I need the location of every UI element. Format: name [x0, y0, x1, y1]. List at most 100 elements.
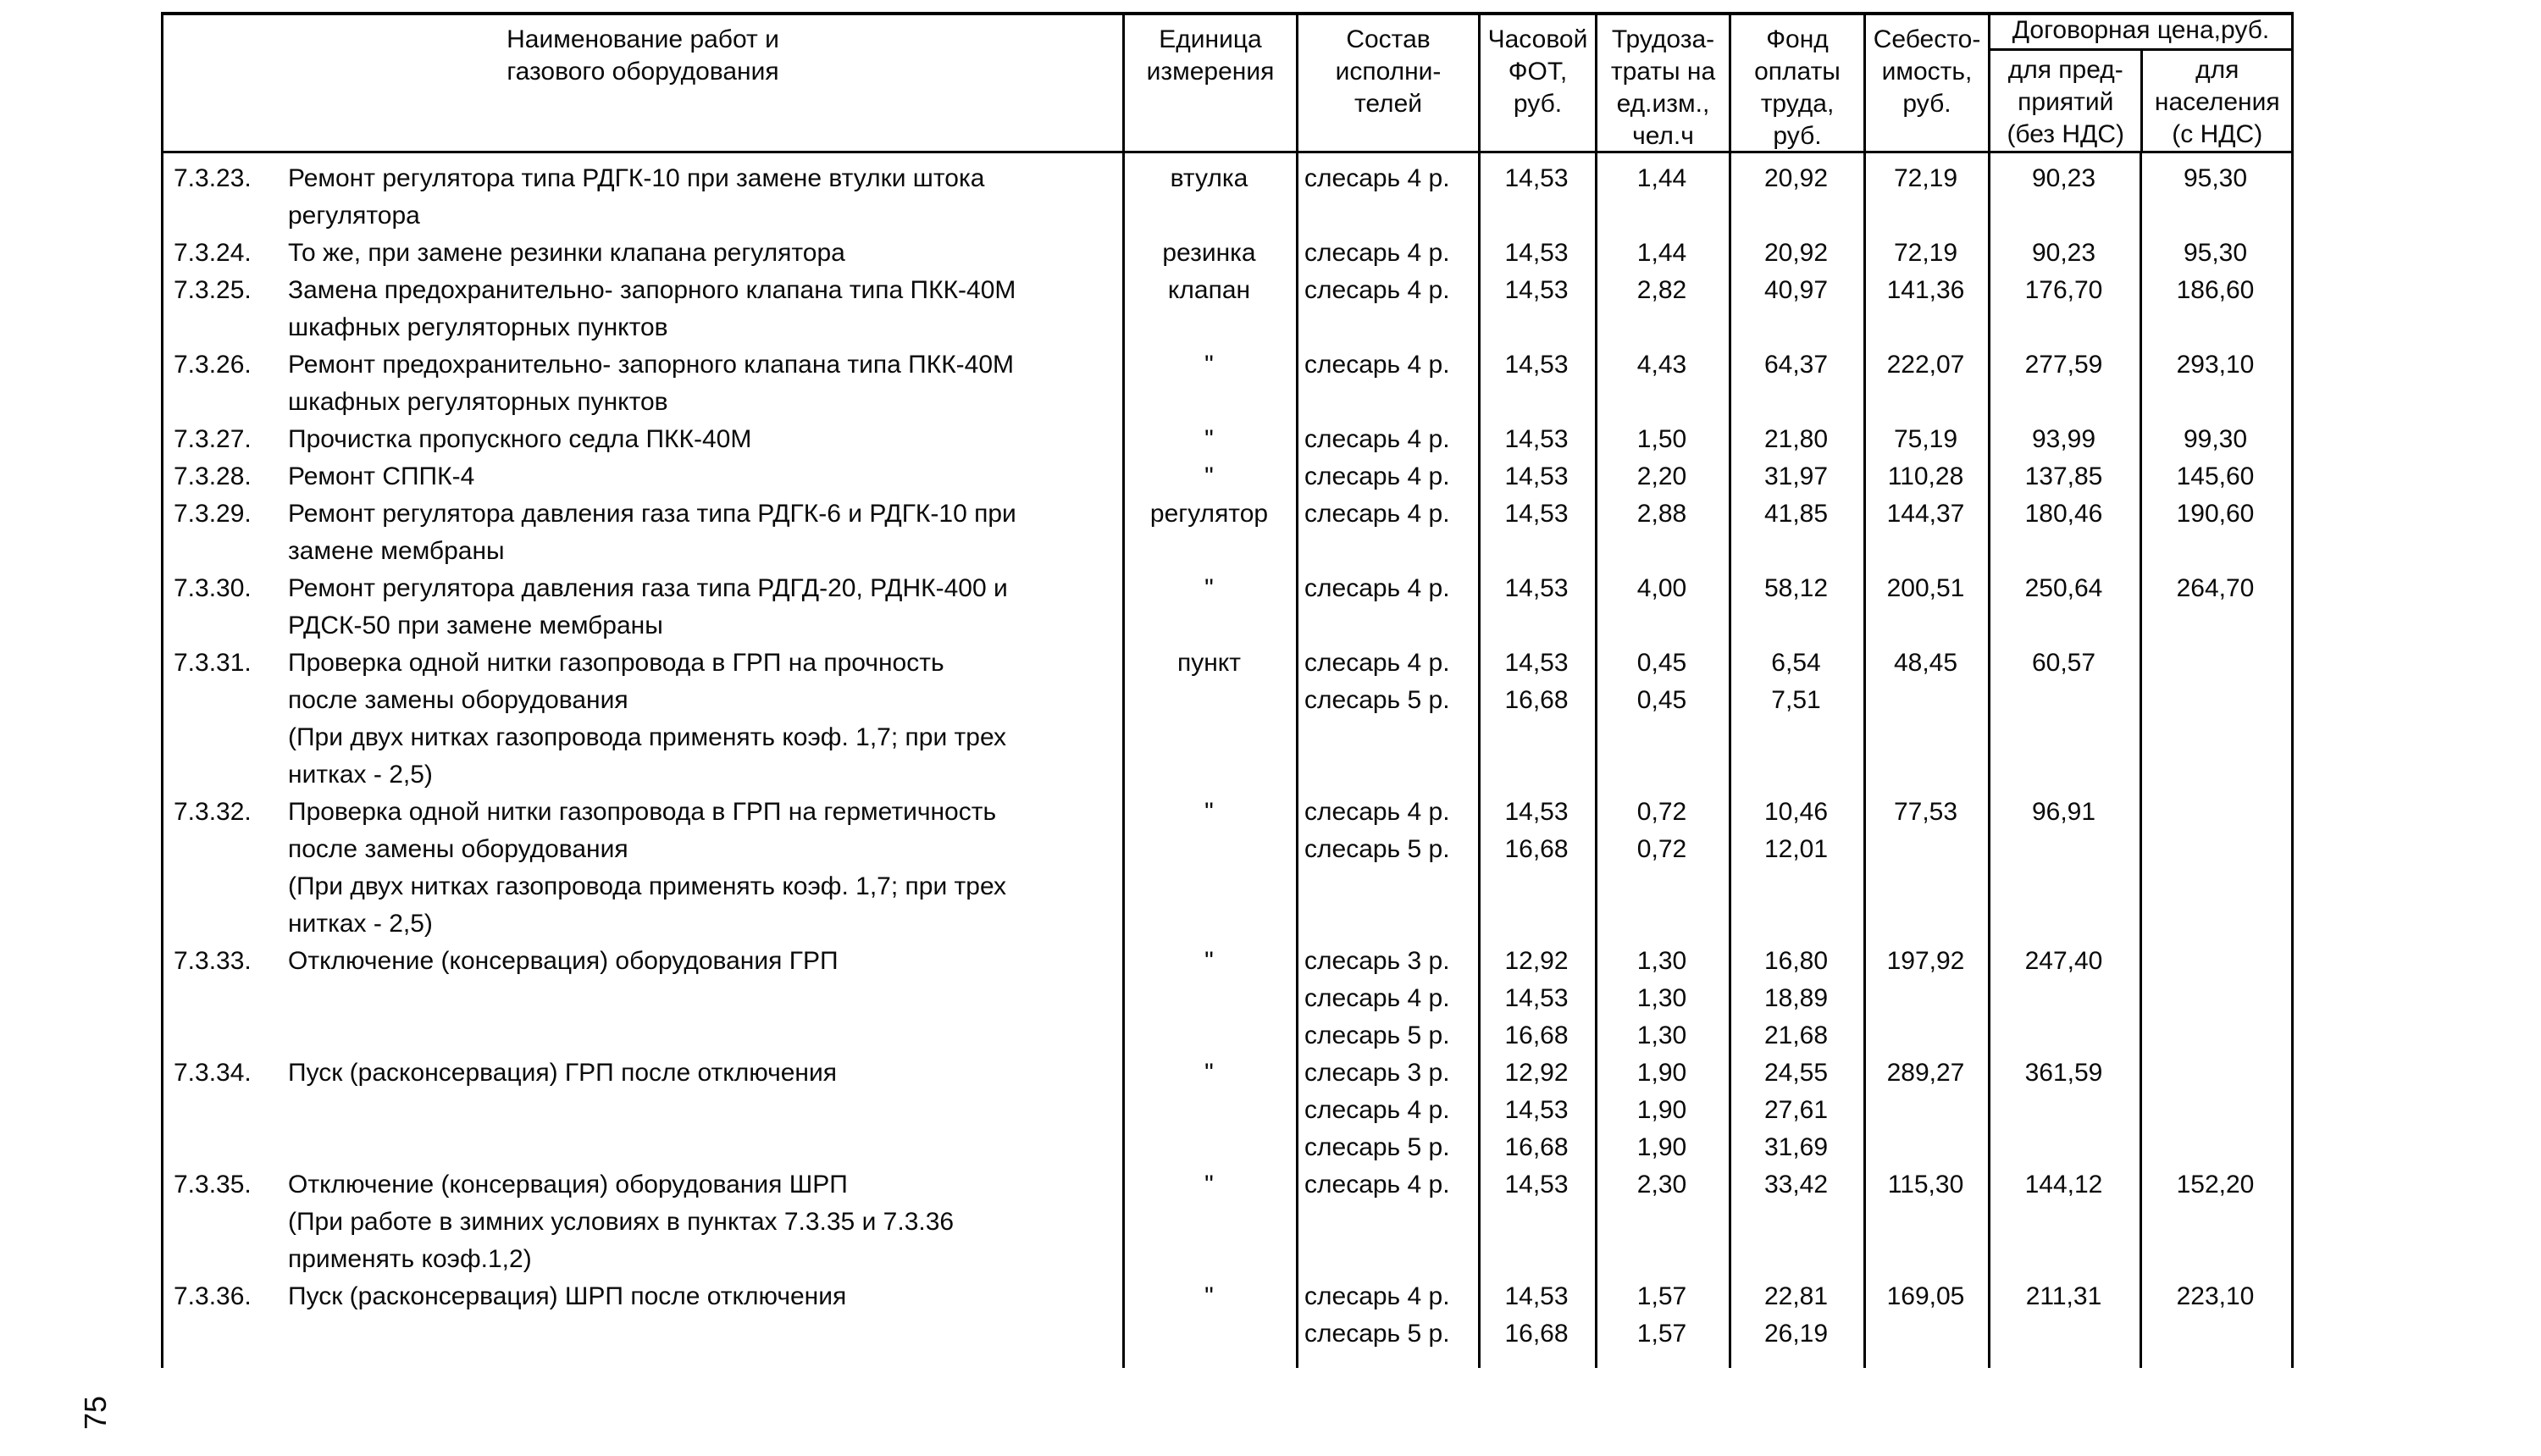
- table-row: 7.3.32. Проверка одной нитки газопровода …: [163, 794, 2291, 943]
- price-public-value: 264,70: [2176, 574, 2255, 602]
- price-public-value: 223,10: [2176, 1282, 2255, 1310]
- price-public-value: 95,30: [2183, 164, 2248, 192]
- work-name-cell: 7.3.26. Ремонт предохранительно- запорног…: [163, 346, 1122, 421]
- labor-cost-value: 1,90 1,90 1,90: [1636, 1059, 1687, 1161]
- crew-list: слесарь 4 р.: [1304, 351, 1450, 379]
- work-id: 7.3.36.: [174, 1282, 252, 1310]
- unit-value: ": [1204, 798, 1214, 826]
- header-work-name: Наименование работ и газового оборудован…: [507, 25, 779, 86]
- wage-fund-value: 64,37: [1763, 351, 1829, 379]
- table-row: 7.3.27. Прочистка пропускного седла ПКК-4…: [163, 421, 2291, 458]
- unit-value: ": [1204, 462, 1214, 490]
- labor-cost-value: 2,20: [1636, 462, 1687, 490]
- column-divider: [1863, 153, 1866, 1368]
- price-public-value: 190,60: [2176, 500, 2255, 528]
- work-id: 7.3.35.: [174, 1171, 252, 1199]
- cost-price-value: 115,30: [1887, 1171, 1964, 1199]
- unit-value: ": [1204, 574, 1214, 602]
- work-name-cell: 7.3.34. Пуск (расконсервация) ГРП после о…: [163, 1055, 1122, 1166]
- unit-value: ": [1204, 1282, 1214, 1310]
- header-hourly-wage: Часовой ФОТ, руб.: [1478, 15, 1595, 152]
- price-public-value: [2140, 943, 2291, 1055]
- price-enterprise-value: 90,23: [2031, 239, 2096, 267]
- crew-list: слесарь 4 р. слесарь 5 р.: [1304, 1282, 1450, 1348]
- unit-value: ": [1204, 947, 1214, 975]
- hourly-wage-value: 14,53: [1504, 574, 1569, 602]
- table-row: 7.3.24. То же, при замене резинки клапана…: [163, 235, 2291, 272]
- unit-value: пункт: [1176, 649, 1241, 677]
- table-row: 7.3.26. Ремонт предохранительно- запорног…: [163, 346, 2291, 421]
- work-title: Отключение (консервация) оборудования ГР…: [288, 947, 839, 975]
- wage-fund-value: 10,46 12,01: [1763, 798, 1829, 863]
- crew-list: слесарь 4 р.: [1304, 500, 1450, 528]
- work-id: 7.3.28.: [174, 462, 252, 490]
- price-enterprise-value: 211,31: [2025, 1282, 2102, 1310]
- cost-price-value: 72,19: [1893, 239, 1958, 267]
- cost-price-value: 48,45: [1893, 649, 1958, 677]
- hourly-wage-value: 14,53: [1504, 1171, 1569, 1199]
- work-title: Проверка одной нитки газопровода в ГРП н…: [288, 649, 1006, 789]
- hourly-wage-value: 14,53 16,68: [1504, 1282, 1569, 1348]
- price-public-value: 99,30: [2183, 425, 2248, 453]
- column-divider: [1595, 153, 1597, 1368]
- work-name-cell: 7.3.36. Пуск (расконсервация) ШРП после о…: [163, 1278, 1122, 1353]
- labor-cost-value: 2,88: [1636, 500, 1687, 528]
- cost-price-value: 110,28: [1887, 462, 1964, 490]
- header-contract-price-group: Договорная цена,руб. для пред- приятий (…: [1988, 15, 2291, 152]
- unit-value: втулка: [1170, 164, 1248, 192]
- price-public-value: 186,60: [2176, 276, 2255, 304]
- work-name-cell: 7.3.35. Отключение (консервация) оборудов…: [163, 1166, 1122, 1278]
- price-public-value: 293,10: [2176, 351, 2255, 379]
- work-title: Пуск (расконсервация) ГРП после отключен…: [288, 1059, 837, 1087]
- work-title: Отключение (консервация) оборудования ШР…: [288, 1171, 955, 1273]
- cost-price-value: 75,19: [1893, 425, 1958, 453]
- hourly-wage-value: 14,53: [1504, 351, 1569, 379]
- work-id: 7.3.33.: [174, 947, 252, 975]
- header-crew: Состав исполни- телей: [1296, 15, 1478, 152]
- unit-value: регулятор: [1149, 500, 1269, 528]
- price-enterprise-value: 96,91: [2031, 798, 2096, 826]
- labor-cost-value: 0,72 0,72: [1636, 798, 1687, 863]
- work-id: 7.3.29.: [174, 500, 252, 528]
- table-row: 7.3.33. Отключение (консервация) оборудов…: [163, 943, 2291, 1055]
- hourly-wage-value: 14,53 16,68: [1504, 798, 1569, 863]
- unit-value: ": [1204, 1171, 1214, 1199]
- header-contract-price: Договорная цена,руб.: [1990, 15, 2291, 51]
- crew-list: слесарь 4 р. слесарь 5 р.: [1304, 798, 1450, 863]
- work-name-cell: 7.3.29. Ремонт регулятора давления газа т…: [163, 495, 1122, 570]
- labor-cost-value: 4,00: [1636, 574, 1687, 602]
- hourly-wage-value: 14,53: [1504, 164, 1569, 192]
- column-divider: [1122, 153, 1125, 1368]
- wage-fund-value: 41,85: [1763, 500, 1829, 528]
- unit-value: клапан: [1167, 276, 1251, 304]
- price-enterprise-value: 277,59: [2024, 351, 2103, 379]
- labor-cost-value: 0,45 0,45: [1636, 649, 1687, 714]
- work-title: Ремонт предохранительно- запорного клапа…: [288, 351, 1015, 416]
- wage-fund-value: 22,81 26,19: [1763, 1282, 1829, 1348]
- labor-cost-value: 1,57 1,57: [1636, 1282, 1687, 1348]
- column-divider: [1296, 153, 1298, 1368]
- table-row: 7.3.23. Ремонт регулятора типа РДГК-10 пр…: [163, 160, 2291, 235]
- column-divider: [1988, 153, 1990, 1368]
- labor-cost-value: 1,44: [1636, 239, 1687, 267]
- work-id: 7.3.31.: [174, 649, 252, 677]
- work-title: Пуск (расконсервация) ШРП после отключен…: [288, 1282, 847, 1310]
- price-public-value: 145,60: [2176, 462, 2255, 490]
- cost-price-value: 289,27: [1886, 1059, 1965, 1087]
- price-enterprise-value: 250,64: [2024, 574, 2103, 602]
- table-header: Наименование работ и газового оборудован…: [163, 15, 2291, 153]
- header-cost-price: Себесто- имость, руб.: [1863, 15, 1988, 152]
- price-enterprise-value: 176,70: [2024, 276, 2103, 304]
- work-id: 7.3.23.: [174, 164, 252, 192]
- cost-price-value: 77,53: [1893, 798, 1958, 826]
- hourly-wage-value: 12,92 14,53 16,68: [1504, 1059, 1569, 1161]
- labor-cost-value: 2,82: [1636, 276, 1687, 304]
- wage-fund-value: 33,42: [1763, 1171, 1829, 1199]
- work-title: Замена предохранительно- запорного клапа…: [288, 276, 1016, 341]
- price-enterprise-value: 247,40: [2024, 947, 2103, 975]
- column-divider: [1478, 153, 1481, 1368]
- work-title: То же, при замене резинки клапана регуля…: [288, 239, 845, 267]
- crew-list: слесарь 4 р.: [1304, 1171, 1450, 1199]
- price-list-table: Наименование работ и газового оборудован…: [161, 12, 2294, 1368]
